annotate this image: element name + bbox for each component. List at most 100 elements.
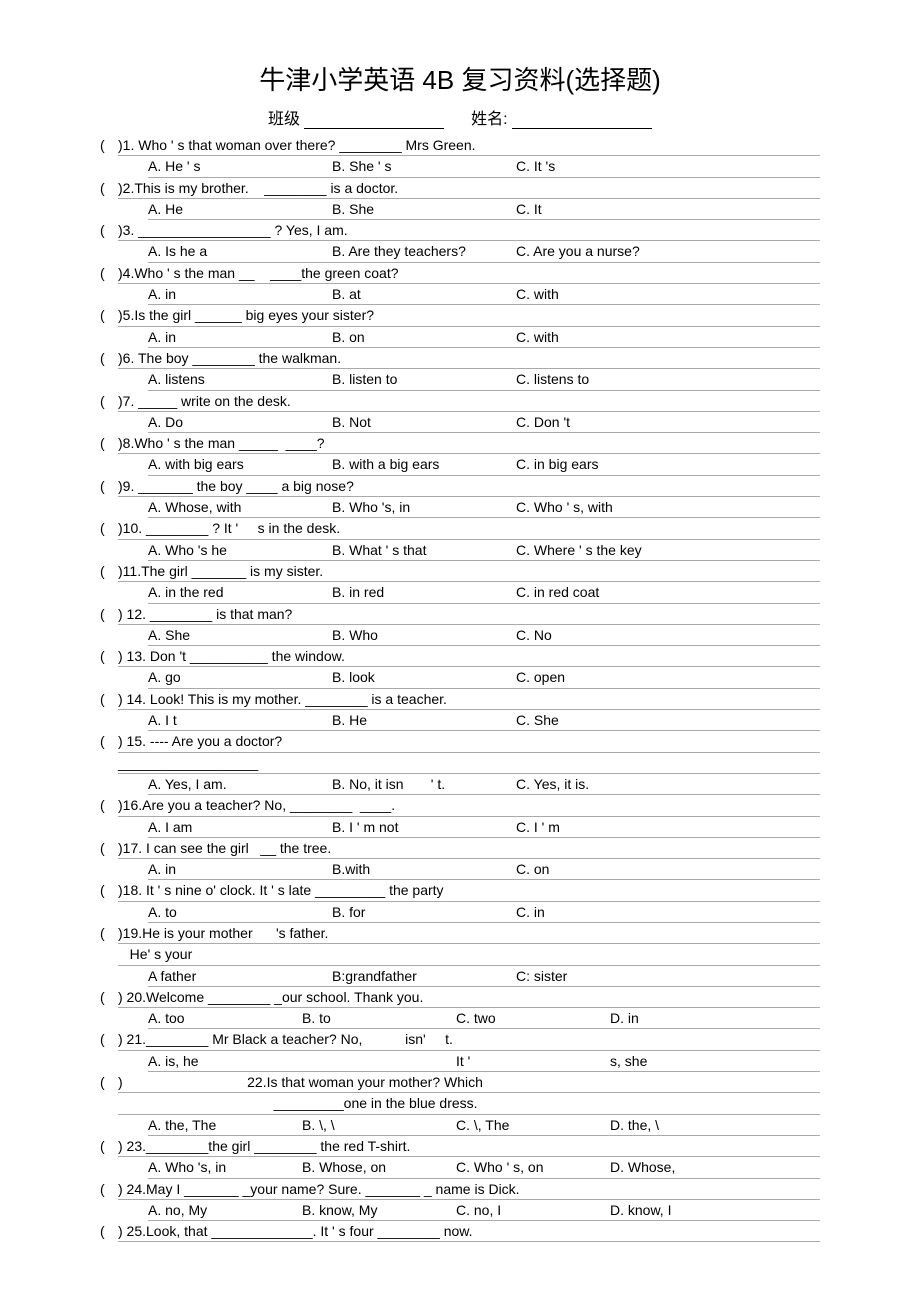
question-body: )18. It ' s nine o' clock. It ' s late _… — [118, 880, 820, 923]
stem-line: )2.This is my brother. ________ is a doc… — [118, 178, 820, 199]
paren: ( — [100, 1072, 118, 1136]
question-13: () 13. Don 't __________ the window.A. g… — [100, 646, 820, 689]
question-body: ) 22.Is that woman your mother? Which __… — [118, 1072, 820, 1136]
question-24: () 24.May I _______ _your name? Sure. __… — [100, 1179, 820, 1222]
name-blank — [512, 128, 652, 129]
class-blank — [304, 128, 444, 129]
option — [302, 1051, 452, 1071]
options-row: A. DoB. NotC. Don 't — [148, 412, 820, 433]
question-body: ) 13. Don 't __________ the window.A. go… — [118, 646, 820, 689]
question-22: () 22.Is that woman your mother? Which _… — [100, 1072, 820, 1136]
option: A. Who 's he — [148, 540, 328, 560]
option: C. two — [456, 1008, 606, 1028]
option: B. I ' m not — [332, 817, 512, 837]
question-7: ()7. _____ write on the desk.A. DoB. Not… — [100, 391, 820, 434]
question-body: )7. _____ write on the desk.A. DoB. NotC… — [118, 391, 820, 434]
question-body: ) 25.Look, that _____________. It ' s fo… — [118, 1221, 820, 1242]
options-row: A. goB. lookC. open — [148, 667, 820, 688]
paren: ( — [100, 1029, 118, 1072]
options-row: A. I amB. I ' m notC. I ' m — [148, 817, 820, 838]
options-row: A. Is he aB. Are they teachers?C. Are yo… — [148, 241, 820, 262]
paren: ( — [100, 518, 118, 561]
option: C. listens to — [516, 369, 676, 389]
options-row: A fatherB:grandfatherC: sister — [148, 966, 820, 987]
stem-line: ) 14. Look! This is my mother. ________ … — [118, 689, 820, 710]
option: C. Are you a nurse? — [516, 241, 676, 261]
option: B. with a big ears — [332, 454, 512, 474]
question-1: ()1. Who ' s that woman over there? ____… — [100, 135, 820, 178]
option: C: sister — [516, 966, 676, 986]
option: C. in — [516, 902, 676, 922]
options-row: A. SheB. WhoC. No — [148, 625, 820, 646]
option: A. He ' s — [148, 156, 328, 176]
question-body: )5.Is the girl ______ big eyes your sist… — [118, 305, 820, 348]
option: C. It 's — [516, 156, 676, 176]
options-row: A. I tB. HeC. She — [148, 710, 820, 731]
question-25: () 25.Look, that _____________. It ' s f… — [100, 1221, 820, 1242]
option: A. in — [148, 327, 328, 347]
option: C. in red coat — [516, 582, 676, 602]
stem-line: )19.He is your mother 's father. — [118, 923, 820, 944]
options-row: A. is, heIt 's, she — [148, 1051, 820, 1072]
paren: ( — [100, 391, 118, 434]
question-3: ()3. _________________ ? Yes, I am.A. Is… — [100, 220, 820, 263]
question-body: ) 12. ________ is that man?A. SheB. WhoC… — [118, 604, 820, 647]
question-body: ) 21.________ Mr Black a teacher? No, is… — [118, 1029, 820, 1072]
paren: ( — [100, 1179, 118, 1222]
option: C. on — [516, 859, 676, 879]
option: C. Who ' s, with — [516, 497, 676, 517]
option: A. Yes, I am. — [148, 774, 328, 794]
question-body: )6. The boy ________ the walkman.A. list… — [118, 348, 820, 391]
paren: ( — [100, 476, 118, 519]
paren: ( — [100, 1136, 118, 1179]
question-9: ()9. _______ the boy ____ a big nose?A. … — [100, 476, 820, 519]
question-21: () 21.________ Mr Black a teacher? No, i… — [100, 1029, 820, 1072]
stem-line: )11.The girl _______ is my sister. — [118, 561, 820, 582]
options-row: A. no, MyB. know, MyC. no, ID. know, I — [148, 1200, 820, 1221]
question-12: () 12. ________ is that man?A. SheB. Who… — [100, 604, 820, 647]
question-20: () 20.Welcome ________ _our school. Than… — [100, 987, 820, 1030]
question-2: ()2.This is my brother. ________ is a do… — [100, 178, 820, 221]
options-row: A. Yes, I am.B. No, it isn ' t.C. Yes, i… — [148, 774, 820, 795]
option: B. know, My — [302, 1200, 452, 1220]
option: A. in — [148, 284, 328, 304]
option: A. She — [148, 625, 328, 645]
stem-line: )5.Is the girl ______ big eyes your sist… — [118, 305, 820, 326]
stem-line: )1. Who ' s that woman over there? _____… — [118, 135, 820, 156]
question-5: ()5.Is the girl ______ big eyes your sis… — [100, 305, 820, 348]
paren: ( — [100, 689, 118, 732]
option: B. No, it isn ' t. — [332, 774, 512, 794]
option: B. listen to — [332, 369, 512, 389]
stem-line: ) 13. Don 't __________ the window. — [118, 646, 820, 667]
name-label: 姓名: — [471, 105, 507, 129]
option: B. \, \ — [302, 1115, 452, 1135]
option: C. Where ' s the key — [516, 540, 676, 560]
page-title: 牛津小学英语 4B 复习资料(选择题) — [100, 60, 820, 97]
question-body: )11.The girl _______ is my sister.A. in … — [118, 561, 820, 604]
option: A. He — [148, 199, 328, 219]
options-row: A. the, TheB. \, \C. \, TheD. the, \ — [148, 1115, 820, 1136]
question-body: )2.This is my brother. ________ is a doc… — [118, 178, 820, 221]
paren: ( — [100, 923, 118, 987]
option: A. I t — [148, 710, 328, 730]
option: A. Do — [148, 412, 328, 432]
paren: ( — [100, 604, 118, 647]
paren: ( — [100, 220, 118, 263]
options-row: A. tooB. toC. twoD. in — [148, 1008, 820, 1029]
option: C. She — [516, 710, 676, 730]
paren: ( — [100, 348, 118, 391]
option: A. listens — [148, 369, 328, 389]
option: B. Whose, on — [302, 1157, 452, 1177]
stem-line: )16.Are you a teacher? No, ________ ____… — [118, 795, 820, 816]
stem-line: )9. _______ the boy ____ a big nose? — [118, 476, 820, 497]
stem-line: )7. _____ write on the desk. — [118, 391, 820, 412]
options-row: A. Whose, withB. Who 's, inC. Who ' s, w… — [148, 497, 820, 518]
question-body: ) 15. ---- Are you a doctor?____________… — [118, 731, 820, 795]
option: B. Who — [332, 625, 512, 645]
option: D. know, I — [610, 1200, 710, 1220]
question-body: ) 24.May I _______ _your name? Sure. ___… — [118, 1179, 820, 1222]
option: C. Yes, it is. — [516, 774, 676, 794]
option: A. go — [148, 667, 328, 687]
stem-line: )6. The boy ________ the walkman. — [118, 348, 820, 369]
options-row: A. Who 's, inB. Whose, onC. Who ' s, onD… — [148, 1157, 820, 1178]
